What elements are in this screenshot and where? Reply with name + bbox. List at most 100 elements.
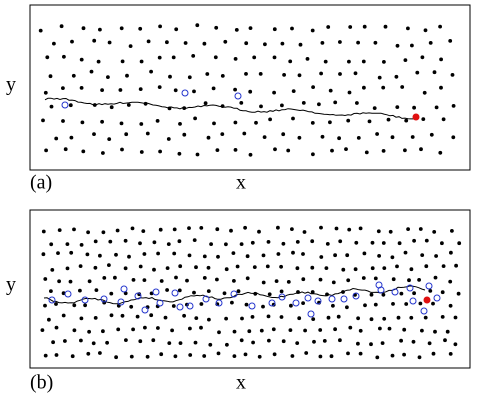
particle	[123, 238, 128, 243]
marked-particle	[48, 296, 56, 304]
particle	[353, 71, 358, 76]
particle	[347, 227, 352, 232]
particle	[232, 279, 236, 283]
particle	[281, 339, 286, 344]
particle	[59, 24, 64, 29]
particle	[146, 39, 151, 44]
particle	[195, 23, 200, 28]
particle	[240, 316, 244, 321]
y-axis-label: y	[6, 74, 16, 96]
marked-particle	[64, 290, 72, 298]
marked-particle	[352, 292, 360, 300]
particle	[318, 354, 323, 359]
particle	[440, 241, 444, 246]
particle	[286, 148, 291, 153]
particle	[98, 253, 102, 258]
particle	[61, 119, 65, 123]
particle	[279, 315, 284, 319]
particle	[403, 250, 408, 255]
particle	[167, 341, 172, 345]
particle	[369, 292, 374, 297]
particle	[239, 101, 244, 105]
particle	[431, 351, 436, 356]
particle	[279, 264, 283, 269]
particle	[450, 229, 454, 233]
particle	[208, 342, 213, 347]
particle	[106, 75, 110, 79]
particle	[70, 354, 75, 359]
particle	[356, 341, 360, 346]
particle	[44, 148, 48, 153]
particle	[326, 315, 331, 320]
particle	[93, 239, 98, 244]
particle	[243, 352, 248, 357]
particle	[346, 118, 351, 123]
particle	[373, 276, 378, 281]
particle	[438, 150, 443, 155]
particle	[415, 70, 420, 75]
particle	[448, 303, 453, 308]
particle	[301, 301, 305, 305]
particle	[443, 338, 447, 343]
particle	[149, 313, 154, 318]
marked-particle	[377, 286, 385, 294]
particle	[131, 278, 136, 282]
particle	[72, 328, 77, 333]
particle	[203, 101, 208, 106]
particle	[130, 226, 135, 231]
particle	[223, 39, 228, 44]
particle	[118, 88, 123, 92]
particle	[212, 121, 216, 126]
particle	[187, 253, 192, 258]
particle	[158, 24, 163, 29]
marked-particle	[215, 299, 223, 307]
particle	[355, 101, 359, 105]
particle	[78, 288, 82, 293]
particle	[400, 85, 405, 89]
particle	[192, 238, 197, 243]
particle	[243, 225, 248, 230]
particle	[370, 266, 375, 271]
particle	[100, 88, 104, 92]
particle	[138, 87, 143, 91]
particle	[345, 305, 349, 310]
particle	[417, 355, 422, 360]
particle	[43, 353, 48, 358]
particle	[194, 265, 198, 270]
particle	[131, 327, 136, 332]
particle	[229, 228, 233, 233]
particle	[83, 303, 87, 308]
particle	[159, 279, 164, 283]
particle	[79, 57, 84, 62]
particle	[123, 266, 128, 271]
particle	[424, 264, 429, 269]
particle	[126, 103, 131, 107]
particle	[274, 279, 279, 283]
particle	[199, 226, 204, 230]
particle	[410, 43, 414, 48]
particle	[100, 119, 104, 124]
particle	[220, 74, 225, 78]
particle	[209, 242, 214, 247]
particle	[304, 351, 309, 355]
particle	[114, 355, 118, 360]
particle	[377, 254, 381, 258]
particle	[376, 229, 381, 234]
particle	[94, 288, 99, 292]
particle	[295, 341, 300, 345]
particle	[310, 28, 315, 33]
particle	[79, 86, 84, 90]
particle	[338, 338, 342, 343]
particle	[224, 267, 229, 272]
particle	[428, 289, 433, 293]
particle	[457, 241, 462, 246]
particle	[302, 230, 307, 234]
particle	[406, 227, 410, 232]
particle	[432, 70, 437, 75]
particle	[358, 226, 363, 231]
particle	[85, 252, 90, 257]
particle	[116, 327, 121, 332]
particle	[93, 316, 98, 320]
particle	[222, 291, 227, 296]
marked-particle	[152, 288, 160, 296]
